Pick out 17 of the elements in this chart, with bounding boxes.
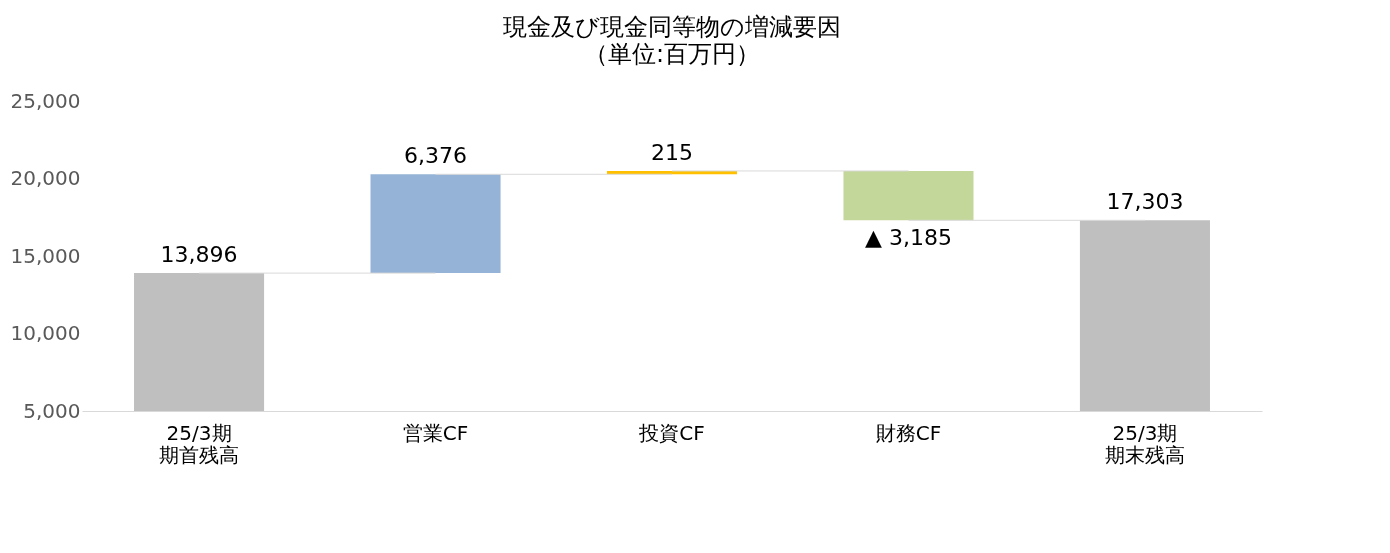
data-label: 13,896 (160, 242, 238, 268)
y-tick-label: 15,000 (10, 243, 81, 268)
x-tick-label: 25/3期期末残高 (1104, 420, 1185, 467)
x-tick-label: 投資CF (638, 420, 705, 445)
y-tick-label: 25,000 (10, 88, 81, 113)
data-label: ▲ 3,185 (865, 225, 952, 251)
y-tick-label: 10,000 (10, 321, 81, 345)
x-tick-label: 25/3期期首残高 (159, 420, 240, 467)
chart-subtitle: （単位:百万円） (583, 40, 761, 68)
y-tick-label: 20,000 (10, 166, 81, 190)
x-tick-label: 営業CF (402, 420, 469, 445)
x-tick-label: 財務CF (875, 420, 942, 445)
chart-title: 現金及び現金同等物の増減要因 (503, 13, 841, 41)
data-label: 17,303 (1106, 189, 1184, 215)
y-tick-label: 5,000 (23, 398, 81, 423)
data-label: 215 (651, 139, 693, 165)
data-label: 6,376 (404, 143, 468, 169)
